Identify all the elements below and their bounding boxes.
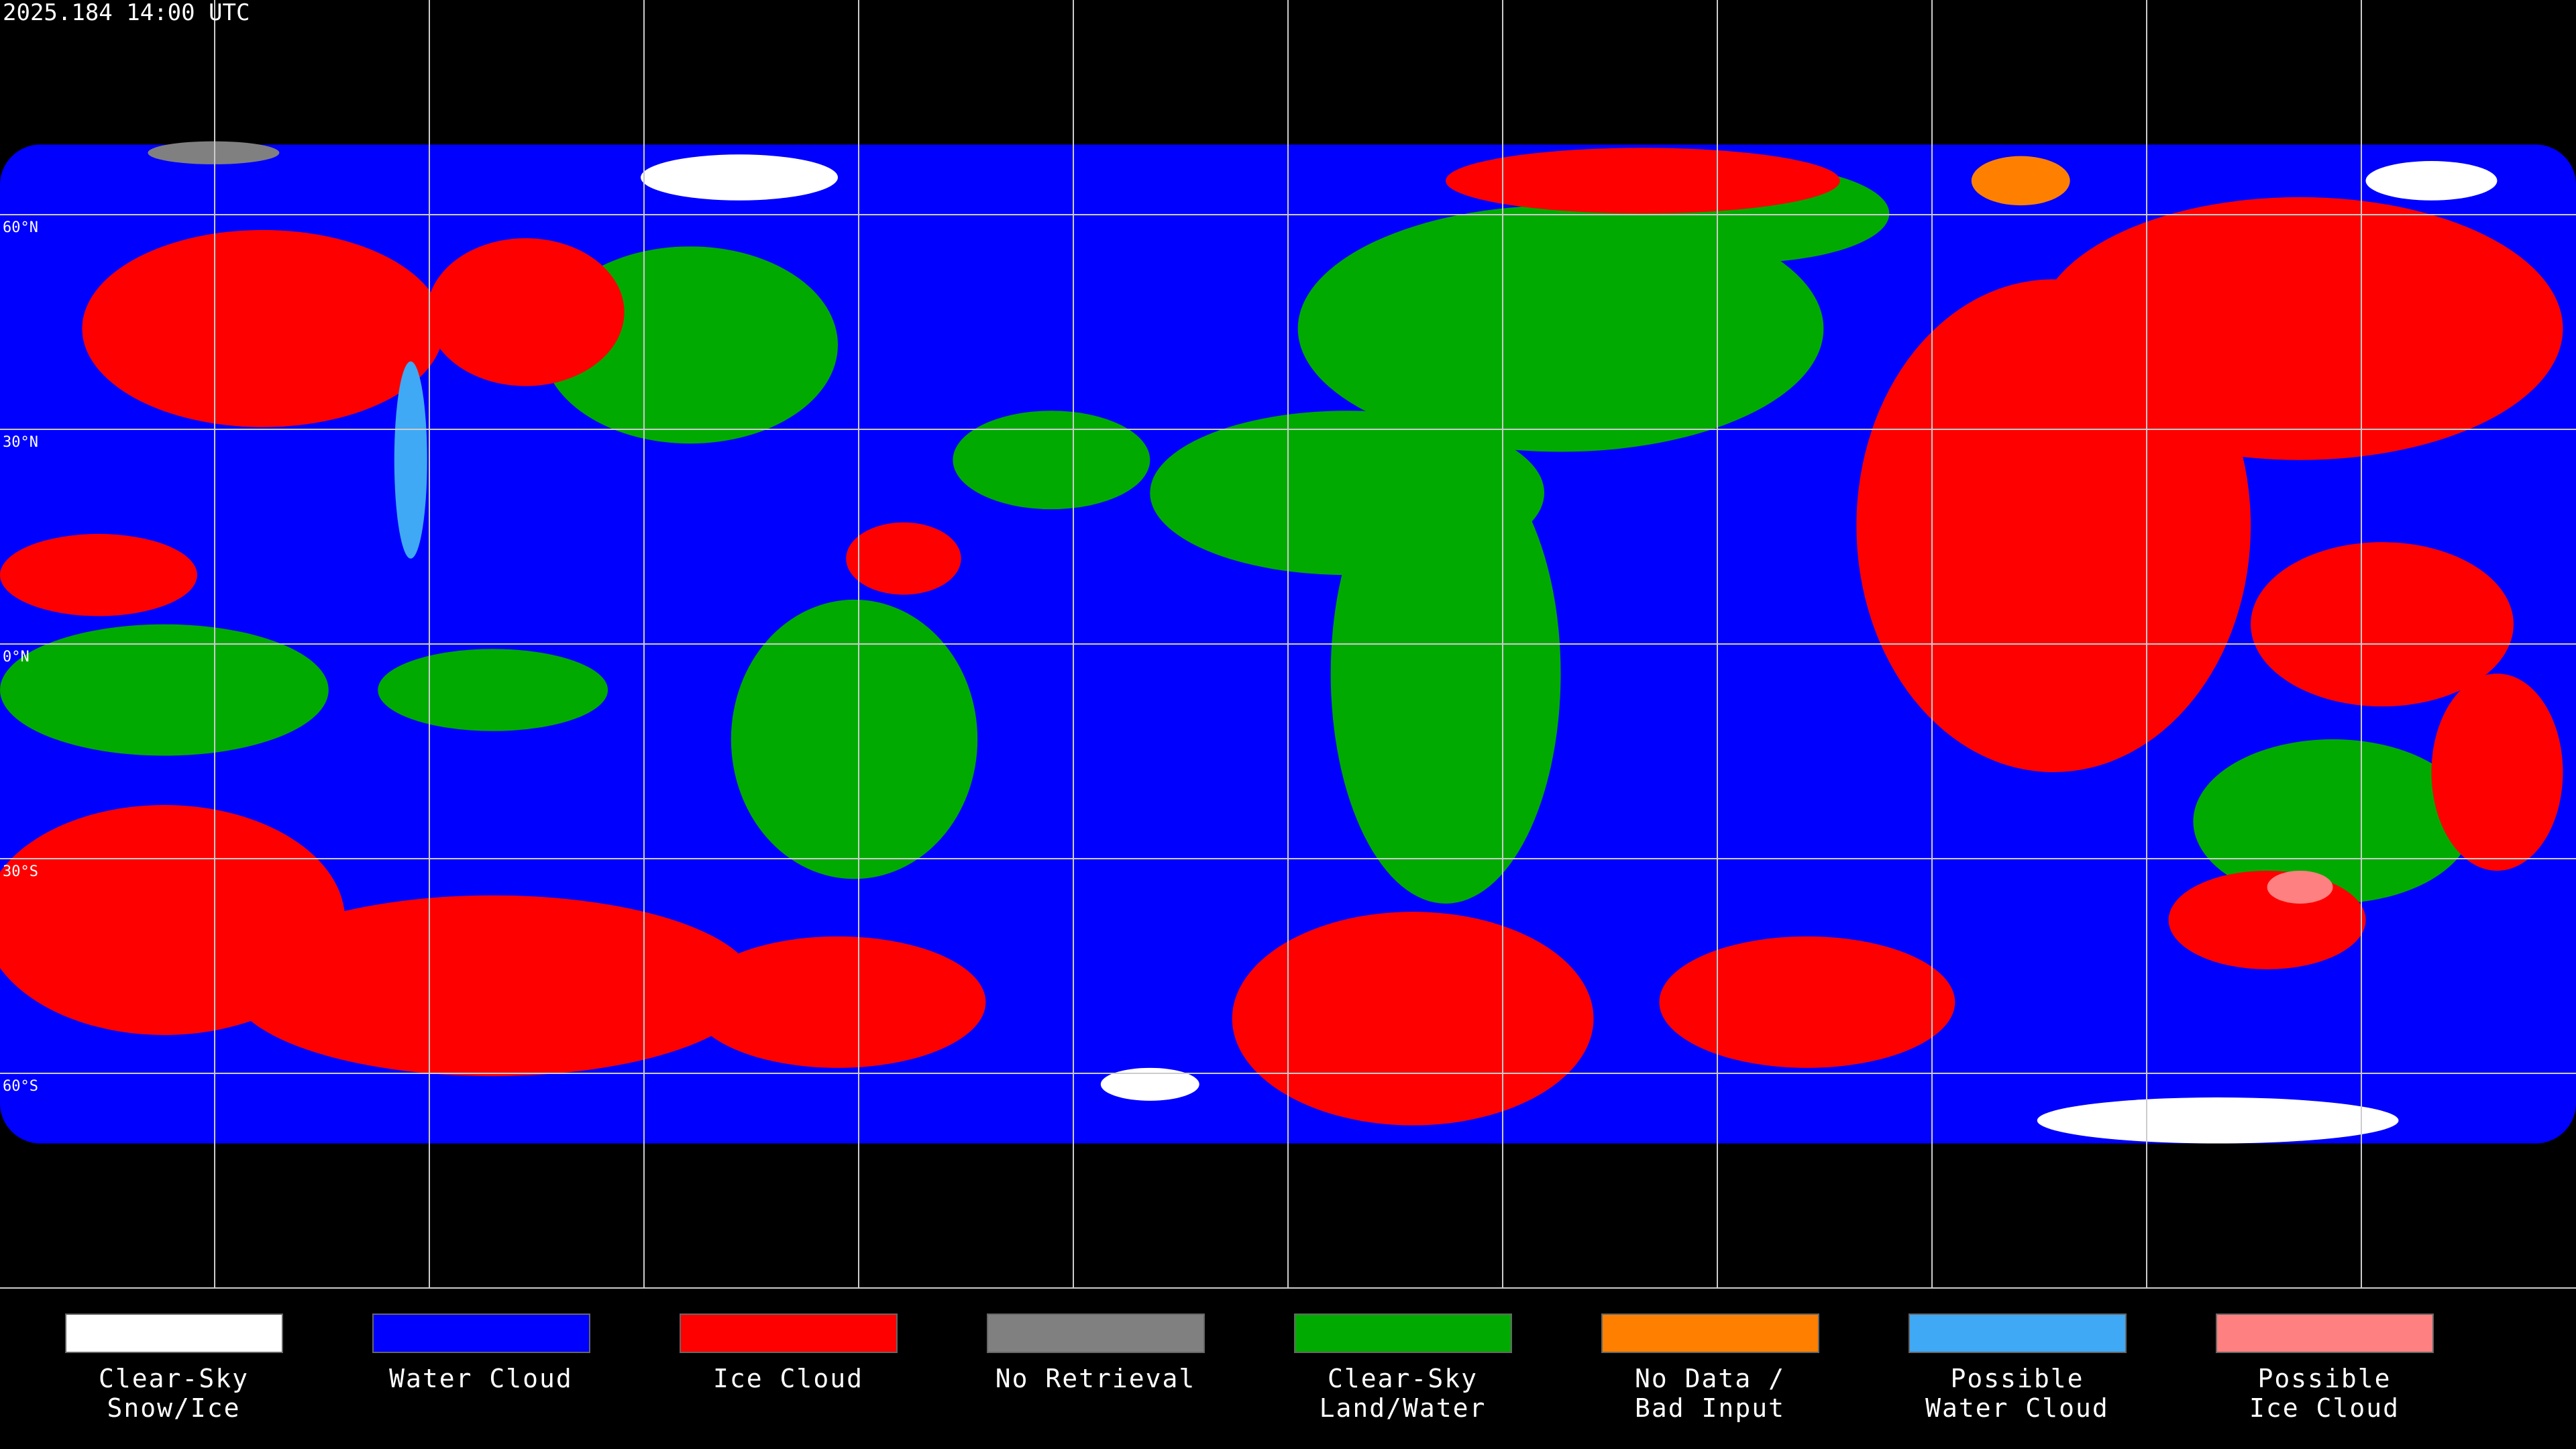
legend-label: Land/Water — [1320, 1393, 1487, 1423]
latitude-label: 0°N — [3, 649, 30, 665]
cloud-region — [2431, 674, 2563, 871]
legend-label: Ice Cloud — [2249, 1393, 2400, 1423]
cloud-region — [148, 141, 280, 164]
cloud-region — [1297, 205, 1824, 452]
cloud-region — [2193, 739, 2473, 904]
legend-label: Possible — [2257, 1364, 2391, 1393]
graticule: 60°N 30°N 0°N 30°S 60°S — [0, 0, 2576, 1289]
cloud-region — [229, 895, 756, 1077]
cloud-region — [2037, 1097, 2399, 1144]
cloud-region — [1150, 411, 1545, 576]
cloud-region — [2251, 542, 2514, 707]
legend-label: Bad Input — [1635, 1393, 1785, 1423]
legend-swatch — [1294, 1313, 1512, 1353]
cloud-region — [690, 936, 986, 1068]
cloud-region — [427, 238, 625, 386]
legend-label: Water Cloud — [389, 1364, 573, 1393]
legend-label: No Retrieval — [996, 1364, 1196, 1393]
legend-swatch — [1601, 1313, 1819, 1353]
cloud-region — [953, 411, 1150, 510]
legend-label: Snow/Ice — [107, 1393, 240, 1423]
cloud-region — [846, 522, 961, 595]
legend-swatch — [680, 1313, 898, 1353]
cloud-region — [2037, 197, 2563, 460]
timestamp: 2025.184 14:00 UTC — [3, 0, 250, 26]
cloud-region — [0, 624, 329, 756]
cloud-region — [2267, 870, 2333, 904]
cloud-region — [1100, 1067, 1199, 1101]
cloud-region — [1659, 936, 1955, 1068]
legend-swatch — [65, 1313, 283, 1353]
cloud-region — [641, 154, 838, 201]
legend-label: Clear-Sky — [99, 1364, 249, 1393]
legend-label: No Data / — [1635, 1364, 1785, 1393]
cloud-region — [82, 229, 444, 427]
legend-swatch — [1909, 1313, 2127, 1353]
cloud-region — [394, 361, 427, 559]
cloud-region — [378, 649, 608, 731]
legend-swatch — [372, 1313, 590, 1353]
legend-label: Ice Cloud — [713, 1364, 863, 1393]
cloud-region — [0, 533, 197, 616]
legend-swatch — [987, 1313, 1205, 1353]
legend-label: Water Cloud — [1925, 1393, 2109, 1423]
cloud-region — [0, 805, 345, 1035]
legend-label: Possible — [1950, 1364, 2084, 1393]
cloud-region — [1971, 156, 2070, 206]
cloud-region — [731, 599, 978, 879]
latitude-label: 60°N — [3, 219, 38, 236]
latitude-label: 30°S — [3, 863, 38, 880]
cloud-region — [1446, 148, 1840, 214]
latitude-label: 60°S — [3, 1078, 38, 1095]
legend-swatch — [2216, 1313, 2434, 1353]
cloud-region — [2168, 870, 2366, 969]
cloud-region — [2365, 161, 2498, 201]
cloud-region — [1232, 912, 1594, 1126]
legend-label: Clear-Sky — [1328, 1364, 1478, 1393]
latitude-label: 30°N — [3, 434, 38, 451]
